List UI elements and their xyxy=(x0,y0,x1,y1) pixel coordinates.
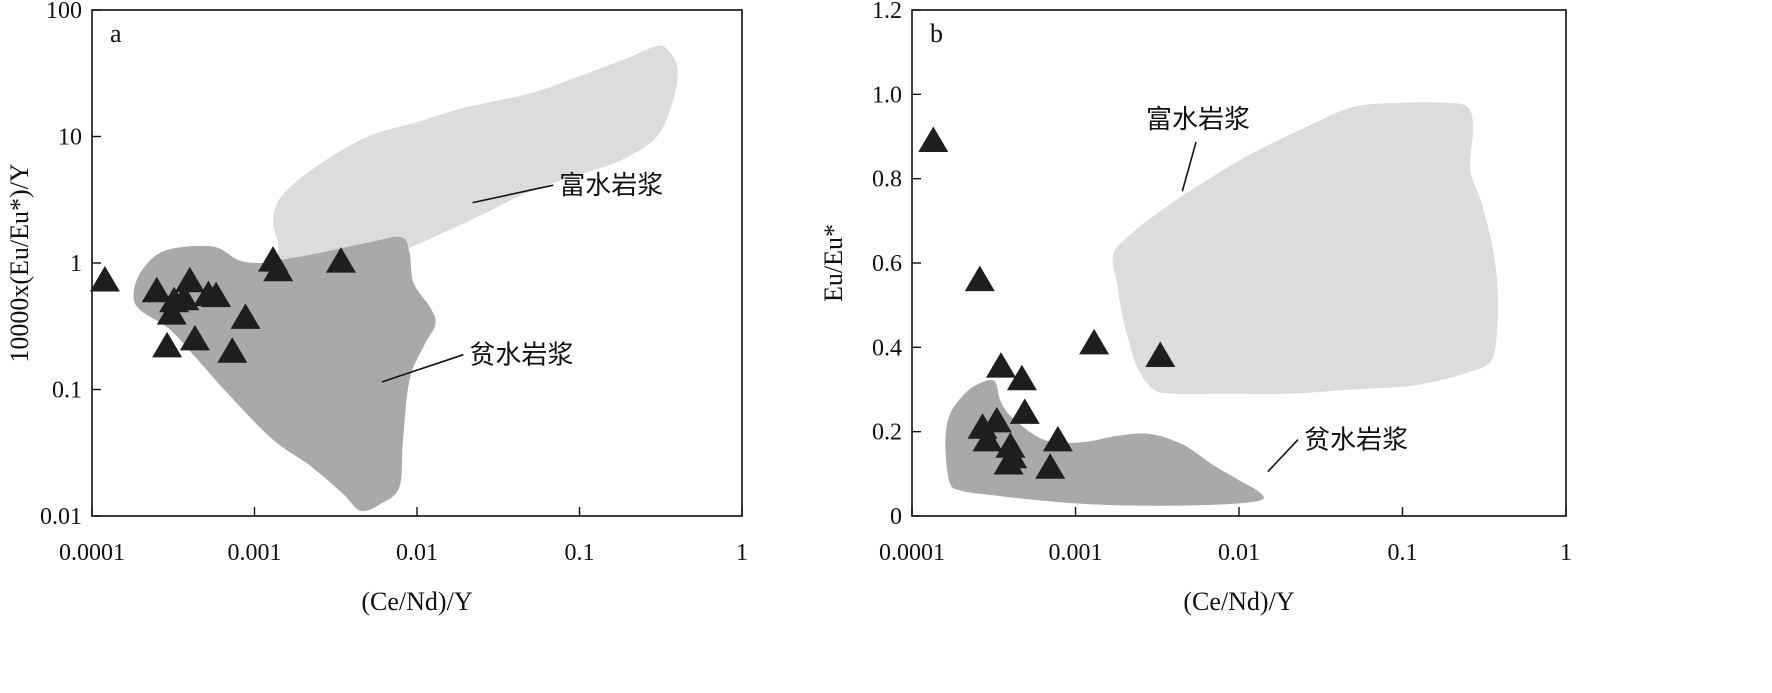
x-tick-label-b: 0.001 xyxy=(1049,540,1103,566)
y-tick-label-a: 1 xyxy=(70,251,82,277)
x-tick-label-a: 0.01 xyxy=(396,540,438,566)
data-point-b xyxy=(1042,425,1073,452)
data-point-a xyxy=(89,266,120,292)
data-point-b xyxy=(1035,453,1066,479)
markers-b xyxy=(918,126,1176,479)
field-b-water-rich xyxy=(1112,102,1499,395)
annotation-leader-a xyxy=(472,184,554,204)
data-point-a xyxy=(201,281,232,308)
y-tick-label-a: 10 xyxy=(58,125,82,151)
x-tick-label-b: 0.0001 xyxy=(879,540,945,566)
x-tick-label-a: 0.1 xyxy=(565,540,595,566)
data-point-b xyxy=(918,126,949,152)
y-tick-label-b: 0.2 xyxy=(872,420,902,446)
annotation-label-b: 富水岩浆 xyxy=(1146,105,1250,135)
x-tick-label-a: 0.0001 xyxy=(59,540,125,566)
field-b-water-poor xyxy=(945,379,1264,506)
data-point-a xyxy=(174,266,205,293)
y-tick-label-a: 0.01 xyxy=(40,504,82,530)
data-point-a xyxy=(217,337,248,363)
x-axis-title-a: (Ce/Nd)/Y xyxy=(361,587,472,616)
data-point-b xyxy=(1145,341,1176,367)
y-tick-label-b: 0 xyxy=(890,504,902,530)
data-point-b xyxy=(1079,328,1110,355)
panel-letter-b: b xyxy=(930,19,943,48)
y-tick-label-b: 0.8 xyxy=(872,167,902,193)
x-tick-label-a: 0.001 xyxy=(228,540,282,566)
data-point-b xyxy=(986,352,1016,378)
fields xyxy=(945,102,1499,506)
y-tick-label-b: 0.6 xyxy=(872,251,902,277)
annotation-label-a: 富水岩浆 xyxy=(559,171,663,201)
data-point-a xyxy=(152,331,183,358)
data-point-b xyxy=(964,265,995,292)
data-point-a xyxy=(230,303,261,329)
x-tick-label-b: 1 xyxy=(1560,540,1572,566)
y-tick-label-b: 0.4 xyxy=(872,335,902,361)
annotation-leader-b xyxy=(1267,438,1299,473)
data-point-b xyxy=(1009,398,1040,424)
data-point-b xyxy=(1006,364,1037,391)
x-axis-title-b: (Ce/Nd)/Y xyxy=(1183,587,1294,616)
data-point-b xyxy=(995,432,1026,458)
data-point-b xyxy=(972,425,1003,452)
data-point-b xyxy=(981,406,1012,433)
y-tick-label-a: 0.1 xyxy=(52,378,82,404)
field-a-water-rich xyxy=(272,45,678,276)
data-point-a xyxy=(263,255,294,282)
annotation-leader-a xyxy=(381,353,464,383)
panel-b: 0.0001 0.001 0.01 0.1 1 0 0.2 0.4 0.6 0.8 1.0 1.2 (C… xyxy=(819,0,1572,616)
y-tick-label-b: 1.0 xyxy=(872,82,902,108)
data-point-a xyxy=(159,286,190,313)
annotation-label-b: 贫水岩浆 xyxy=(1304,426,1408,456)
panel-a: 0.0001 0.001 0.01 0.1 1 0.01 0.1 1 10 100 (Ce/Nd)/… xyxy=(5,0,748,616)
data-point-a xyxy=(179,324,210,351)
fields xyxy=(133,45,678,512)
y-axis-title-a: 10000x(Eu/Eu*)/Y xyxy=(5,163,34,363)
panel-letter-a: a xyxy=(110,19,122,48)
y-tick-label-b: 1.2 xyxy=(872,0,902,24)
y-axis-title-b: Eu/Eu* xyxy=(819,224,848,302)
data-point-a xyxy=(141,276,172,303)
x-tick-label-b: 0.1 xyxy=(1388,540,1418,566)
x-tick-label-b: 0.01 xyxy=(1218,540,1260,566)
y-tick-label-a: 100 xyxy=(46,0,82,24)
data-point-a xyxy=(325,247,356,273)
markers-a xyxy=(89,246,356,363)
data-point-b xyxy=(993,449,1024,475)
x-tick-label-a: 1 xyxy=(736,540,748,566)
annotation-leader-b xyxy=(1181,141,1197,192)
annotation-label-a: 贫水岩浆 xyxy=(469,341,573,371)
